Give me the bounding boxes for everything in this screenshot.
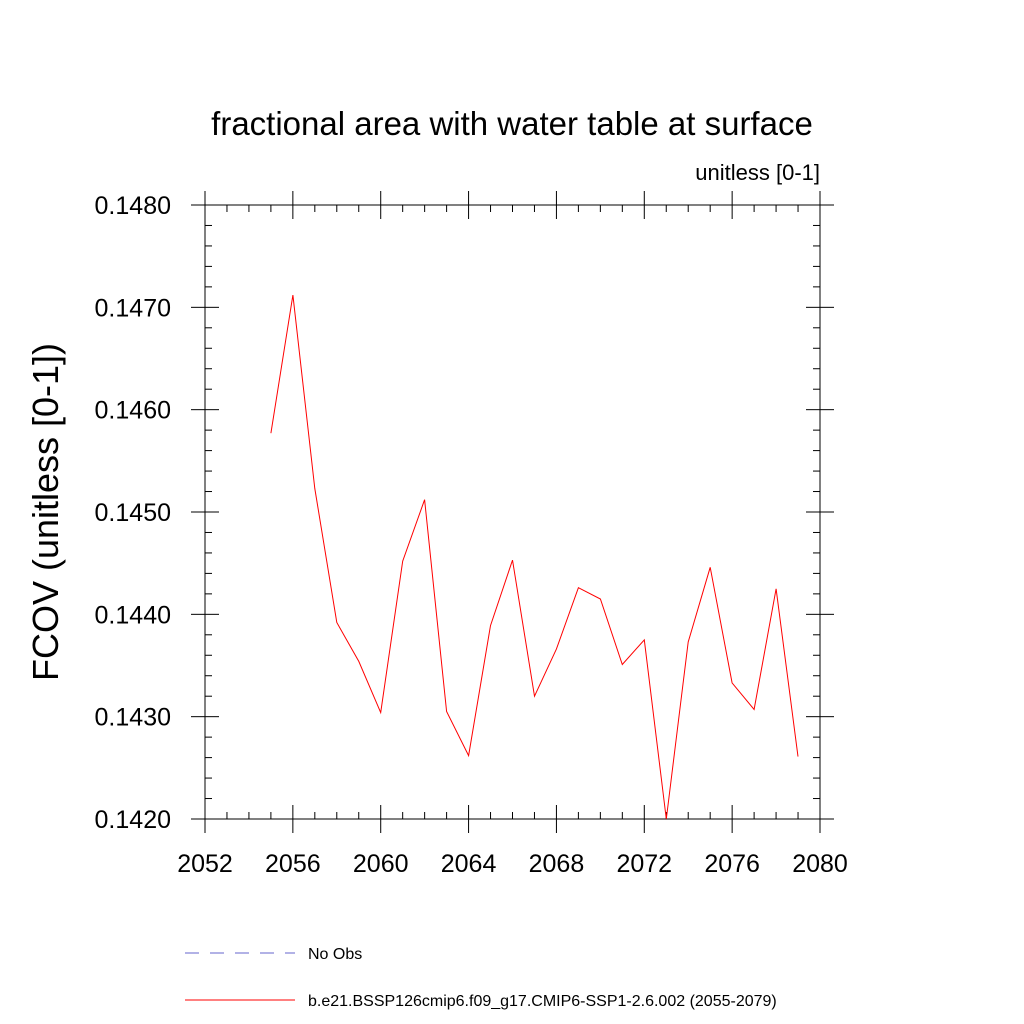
chart-title: fractional area with water table at surf… bbox=[211, 105, 813, 142]
series-line bbox=[270, 295, 799, 820]
x-tick-label: 2068 bbox=[529, 850, 585, 878]
units-label: unitless [0-1] bbox=[695, 160, 820, 185]
y-tick-label: 0.1420 bbox=[95, 806, 171, 834]
y-axis-label: FCOV (unitless [0-1]) bbox=[25, 343, 66, 681]
x-tick-label: 2076 bbox=[704, 850, 760, 878]
x-tick-label: 2056 bbox=[265, 850, 321, 878]
y-tick-label: 0.1430 bbox=[95, 704, 171, 732]
axes: 2052 2056 2060 2064 2068 2072 2076 2080 0.1420 0.… bbox=[95, 191, 848, 878]
legend-no-obs-label: No Obs bbox=[308, 946, 362, 963]
x-tick-label: 2080 bbox=[792, 850, 848, 878]
x-tick-label: 2060 bbox=[353, 850, 409, 878]
y-tick-label: 0.1440 bbox=[95, 601, 171, 629]
y-tick-label: 0.1480 bbox=[95, 192, 171, 220]
series-layer bbox=[270, 295, 799, 820]
x-tick-label: 2064 bbox=[441, 850, 497, 878]
x-tick-label: 2052 bbox=[177, 850, 233, 878]
y-tick-label: 0.1470 bbox=[95, 294, 171, 322]
legend-series-label: b.e21.BSSP126cmip6.f09_g17.CMIP6-SSP1-2.… bbox=[308, 993, 777, 1010]
y-tick-label: 0.1460 bbox=[95, 397, 171, 425]
y-tick-label: 0.1450 bbox=[95, 499, 171, 527]
plot-frame bbox=[204, 204, 821, 820]
x-tick-label: 2072 bbox=[616, 850, 672, 878]
